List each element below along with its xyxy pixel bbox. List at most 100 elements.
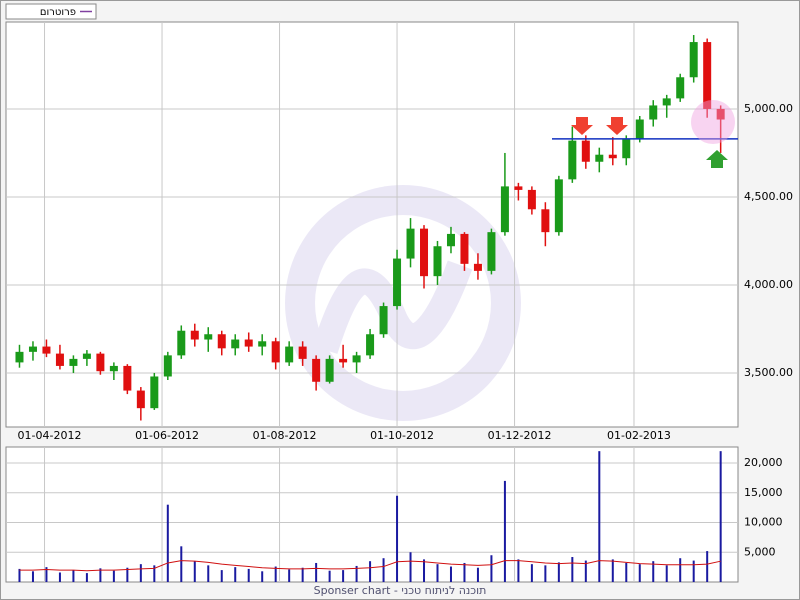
candle-body [500, 186, 509, 233]
candle-body [177, 330, 186, 356]
candle-body [703, 42, 712, 109]
price-panel [5, 21, 739, 428]
volume-bar [31, 571, 34, 582]
volume-bar [476, 567, 479, 582]
candle-body [298, 346, 307, 359]
candle-body [554, 179, 563, 233]
volume-bar [112, 570, 115, 582]
footer: Sponser chart - תוכנה לניתוח טכני [314, 584, 487, 597]
candle-body [716, 108, 725, 120]
volume-bar [692, 560, 695, 582]
candle-body [541, 209, 550, 233]
candle-body [635, 119, 644, 139]
volume-bar [166, 504, 169, 582]
volume-bar [503, 480, 506, 582]
price-layer: 01-04-2012 01-06-2012 01-08-2012 01-10-2012… [6, 22, 793, 582]
volume-bar [652, 561, 655, 582]
candle-body [460, 233, 469, 264]
y-tick-label: 10,000 [744, 516, 783, 529]
volume-bar [288, 569, 291, 582]
volume-bar [18, 568, 21, 582]
moving-average [19, 560, 721, 572]
candle-body [689, 42, 698, 78]
y-tick-label: 20,000 [744, 456, 783, 469]
candle-body [69, 358, 78, 366]
candle-body [231, 339, 240, 349]
watermark [285, 185, 521, 421]
volume-bar [315, 562, 318, 582]
x-tick-label: 01-06-2012 [135, 429, 199, 442]
volume-bar [72, 570, 75, 582]
volume-bar [719, 451, 722, 582]
y-tick-label: 15,000 [744, 486, 783, 499]
volume-bar [126, 567, 129, 582]
candle-body [217, 334, 226, 349]
annotations [571, 100, 735, 168]
volume-bar [261, 571, 264, 582]
volume-bar [436, 564, 439, 582]
volume-bar [58, 572, 61, 582]
candle-body [622, 138, 631, 159]
y-tick-label: 3,500.00 [744, 366, 793, 379]
volume-bar [409, 552, 412, 582]
volume-bar [423, 559, 426, 582]
candle-body [55, 353, 64, 366]
y-tick-label: 4,500.00 [744, 190, 793, 203]
candle-body [366, 334, 375, 356]
volume-bar [490, 555, 493, 582]
volume-bar [557, 562, 560, 582]
candle-body [379, 306, 388, 335]
volume-bar [638, 564, 641, 582]
volume-bar [328, 570, 331, 582]
x-tick-label: 01-10-2012 [370, 429, 434, 442]
volume-bar [45, 567, 48, 582]
candle-body [28, 346, 37, 352]
candle-body [109, 365, 118, 372]
x-tick-label: 01-08-2012 [253, 429, 317, 442]
x-tick-label: 01-02-2013 [607, 429, 671, 442]
volume-bar [598, 451, 601, 582]
candle-body [312, 358, 321, 382]
candle-body [271, 341, 280, 363]
candle-body [581, 140, 590, 162]
volume-bar [247, 568, 250, 582]
x-tick-label: 01-12-2012 [488, 429, 552, 442]
candle-body [190, 330, 199, 340]
volume-bar [85, 573, 88, 582]
volume-bar [234, 567, 237, 582]
volume-bar [396, 495, 399, 582]
candle-body [514, 186, 523, 190]
candle-body [433, 246, 442, 277]
volume-bar [706, 551, 709, 582]
candle-body [285, 346, 294, 363]
candle-body [393, 258, 402, 307]
candle-body [163, 355, 172, 377]
candle-body [649, 105, 658, 120]
volume-bar [611, 559, 614, 582]
volume-bar [220, 570, 223, 582]
y-tick-label: 5,000.00 [744, 102, 793, 115]
volume-bar [342, 570, 345, 582]
volume-bar [665, 565, 668, 582]
candle-body [527, 189, 536, 210]
candle-body [352, 355, 361, 363]
volume-bar [301, 567, 304, 582]
candle-body [676, 77, 685, 99]
candle-body [82, 353, 91, 359]
volume-bar [584, 560, 587, 582]
candle-body [42, 346, 51, 354]
candle-body [244, 339, 253, 347]
candle-body [420, 228, 429, 277]
candle-body [123, 365, 132, 391]
volume-bar [517, 559, 520, 582]
volume-bar [544, 565, 547, 582]
volume-bar [139, 564, 142, 582]
candle-body [406, 228, 415, 259]
candle-body [595, 154, 604, 162]
y-tick-label: 5,000 [744, 545, 776, 558]
candle-body [662, 98, 671, 106]
volume-bar [463, 562, 466, 582]
volume-bar [530, 564, 533, 582]
y-tick-label: 4,000.00 [744, 278, 793, 291]
